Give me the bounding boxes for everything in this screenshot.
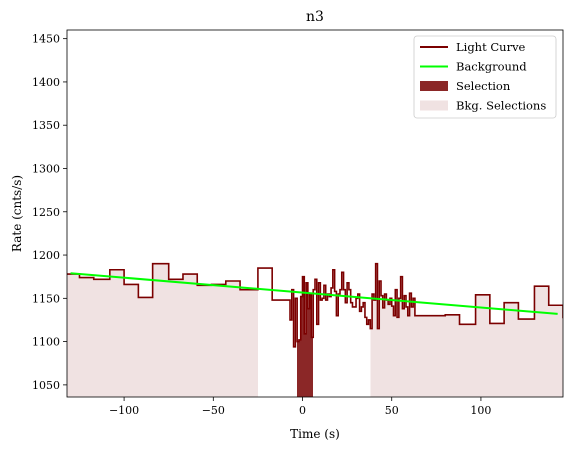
bkg-selection-fill <box>381 295 383 397</box>
y-tick-label: 1150 <box>32 292 60 305</box>
bkg-selection-fill <box>372 293 374 397</box>
legend-label-background: Background <box>456 60 527 74</box>
selection-bar <box>306 282 308 397</box>
bkg-selection-fill <box>548 305 563 397</box>
x-axis: −100 −50 0 50 100 <box>109 397 491 417</box>
x-tick-label: 100 <box>470 404 491 417</box>
bkg-selection-fill <box>124 284 139 397</box>
bkg-selection-fill <box>398 298 401 397</box>
x-tick-label: −100 <box>109 404 139 417</box>
bkg-selection-fill <box>400 276 403 397</box>
bkg-selection-fill <box>405 306 408 397</box>
selection-bar <box>298 339 301 397</box>
bkg-selection-fill <box>402 308 405 397</box>
axes-frame <box>66 29 564 398</box>
bkg-selection-fill <box>373 300 376 397</box>
bkg-selection-fill <box>518 319 535 397</box>
bkg-selection-fill <box>168 279 183 397</box>
x-tick-label: 50 <box>385 404 399 417</box>
bkg-selection-fill <box>379 281 382 397</box>
bkg-selection-fill <box>534 286 549 397</box>
selection-bar <box>302 276 305 397</box>
selection-bar <box>309 293 312 397</box>
plot-area <box>67 262 563 397</box>
bkg-selection-fill <box>93 279 110 397</box>
bkg-selection-fill <box>109 269 125 397</box>
bkg-selection-fill <box>386 300 389 397</box>
y-tick-label: 1200 <box>32 249 60 262</box>
bkg-selection-fill <box>409 293 412 397</box>
y-tick-label: 1050 <box>32 379 60 392</box>
legend-swatch-bkg_selections <box>420 100 448 111</box>
bkg-selection-fill <box>211 284 226 397</box>
y-axis: 1050 1100 1150 1200 1250 1300 1350 1400 1450 <box>32 33 67 392</box>
bkg-selection-fill <box>152 263 169 397</box>
bkg-selection-fill <box>475 294 490 397</box>
bkg-selection-fill <box>413 298 415 397</box>
bkg-selection-fill <box>370 328 373 397</box>
bkg-selection-fill <box>407 315 410 397</box>
bkg-selection-fill <box>197 285 212 397</box>
bkg-selection-fill <box>254 289 258 397</box>
bkg-selection-fill <box>489 323 505 397</box>
selection-bar <box>300 296 303 397</box>
bkg-selection-fill <box>395 289 398 397</box>
plot-content <box>67 262 563 397</box>
background-line <box>70 272 558 315</box>
bkg-selection-fill <box>67 274 80 397</box>
bkg-selection-fill <box>225 281 241 397</box>
legend-label-bkg_selections: Bkg. Selections <box>456 99 546 113</box>
selection-bar <box>311 337 314 397</box>
bkg-selection-fill <box>430 315 446 397</box>
selection-bar <box>304 333 307 397</box>
legend-label-light_curve: Light Curve <box>456 40 526 54</box>
y-tick-label: 1300 <box>32 162 60 175</box>
bkg-selection-fill <box>375 263 378 397</box>
legend: Light Curve Background Selection Bkg. Selec… <box>413 35 557 119</box>
legend-box <box>413 35 557 119</box>
y-tick-label: 1100 <box>32 336 60 349</box>
bkg-selection-fill <box>240 289 255 397</box>
legend-label-selection: Selection <box>456 79 511 93</box>
bkg-selection-fill <box>182 274 198 397</box>
y-axis-label: Rate (cnts/s) <box>10 175 24 252</box>
bkg-selection-fill <box>504 302 519 397</box>
bkg-selection-fill <box>416 315 431 397</box>
bkg-selection-fill <box>393 315 396 397</box>
y-tick-label: 1400 <box>32 76 60 89</box>
bkg-selection-fill <box>414 315 417 397</box>
y-tick-label: 1450 <box>32 33 60 46</box>
bkg-selection-fill <box>388 304 390 397</box>
legend-swatch-selection <box>420 81 448 91</box>
bkg-selection-fill <box>411 306 414 397</box>
bkg-selection-fill <box>404 295 406 397</box>
y-tick-label: 1250 <box>32 206 60 219</box>
bkg-selection-fill <box>79 277 94 397</box>
bkg-selection-fill <box>384 293 387 397</box>
bkg-selection-fill <box>459 324 476 397</box>
x-tick-label: −50 <box>202 404 225 417</box>
x-axis-label: Time (s) <box>290 427 340 441</box>
selection-bar <box>307 308 310 397</box>
y-tick-label: 1350 <box>32 119 60 132</box>
bkg-selection-fill <box>397 317 399 397</box>
bkg-selection-fill <box>382 307 385 397</box>
bkg-selection-fill <box>391 306 394 397</box>
bkg-selection-fill <box>377 328 380 397</box>
x-tick-label: 0 <box>299 404 306 417</box>
chart-title: n3 <box>306 9 324 25</box>
light-curve-line <box>67 262 563 348</box>
bkg-selection-fill <box>389 298 392 397</box>
bkg-selection-fill <box>445 314 460 397</box>
selection-bar <box>297 341 299 397</box>
bkg-selection-fill <box>138 297 153 397</box>
